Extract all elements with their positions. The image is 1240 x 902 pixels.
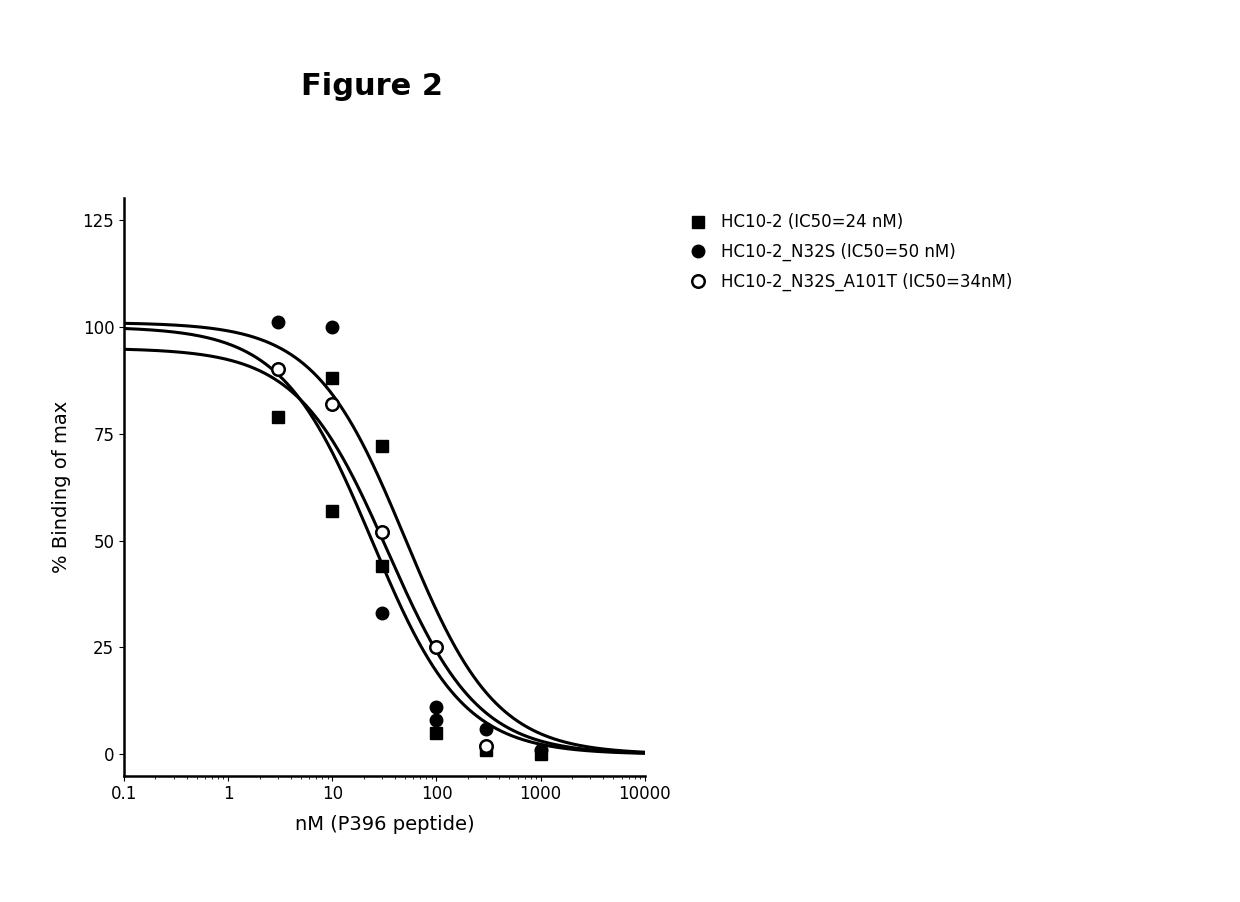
HC10-2_N32S_A101T (IC50=34nM): [325, 399, 340, 410]
Legend: HC10-2 (IC50=24 nM), HC10-2_N32S (IC50=50 nM), HC10-2_N32S_A101T (IC50=34nM): HC10-2 (IC50=24 nM), HC10-2_N32S (IC50=5…: [680, 207, 1019, 298]
HC10-2_N32S (IC50=50 nM): [374, 527, 389, 538]
X-axis label: nM (P396 peptide): nM (P396 peptide): [295, 815, 474, 833]
HC10-2_N32S (IC50=50 nM): [374, 608, 389, 619]
HC10-2_N32S (IC50=50 nM): [429, 702, 444, 713]
HC10-2_N32S (IC50=50 nM): [429, 714, 444, 725]
Line: HC10-2_N32S_A101T (IC50=34nM): HC10-2_N32S_A101T (IC50=34nM): [272, 364, 492, 752]
HC10-2_N32S (IC50=50 nM): [479, 723, 494, 734]
HC10-2_N32S_A101T (IC50=34nM): [270, 364, 285, 375]
Text: Figure 2: Figure 2: [301, 72, 443, 101]
HC10-2 (IC50=24 nM): [374, 441, 389, 452]
HC10-2_N32S (IC50=50 nM): [533, 745, 548, 756]
Y-axis label: % Binding of max: % Binding of max: [52, 401, 72, 573]
HC10-2_N32S_A101T (IC50=34nM): [374, 527, 389, 538]
Line: HC10-2_N32S (IC50=50 nM): HC10-2_N32S (IC50=50 nM): [272, 317, 547, 756]
HC10-2 (IC50=24 nM): [325, 373, 340, 383]
HC10-2_N32S_A101T (IC50=34nM): [429, 642, 444, 653]
HC10-2 (IC50=24 nM): [479, 745, 494, 756]
HC10-2_N32S (IC50=50 nM): [325, 321, 340, 332]
HC10-2 (IC50=24 nM): [325, 505, 340, 516]
HC10-2_N32S_A101T (IC50=34nM): [479, 741, 494, 751]
HC10-2 (IC50=24 nM): [533, 749, 548, 759]
Line: HC10-2 (IC50=24 nM): HC10-2 (IC50=24 nM): [272, 372, 547, 760]
HC10-2 (IC50=24 nM): [374, 561, 389, 572]
HC10-2 (IC50=24 nM): [270, 411, 285, 422]
HC10-2_N32S (IC50=50 nM): [270, 317, 285, 327]
HC10-2 (IC50=24 nM): [429, 728, 444, 739]
